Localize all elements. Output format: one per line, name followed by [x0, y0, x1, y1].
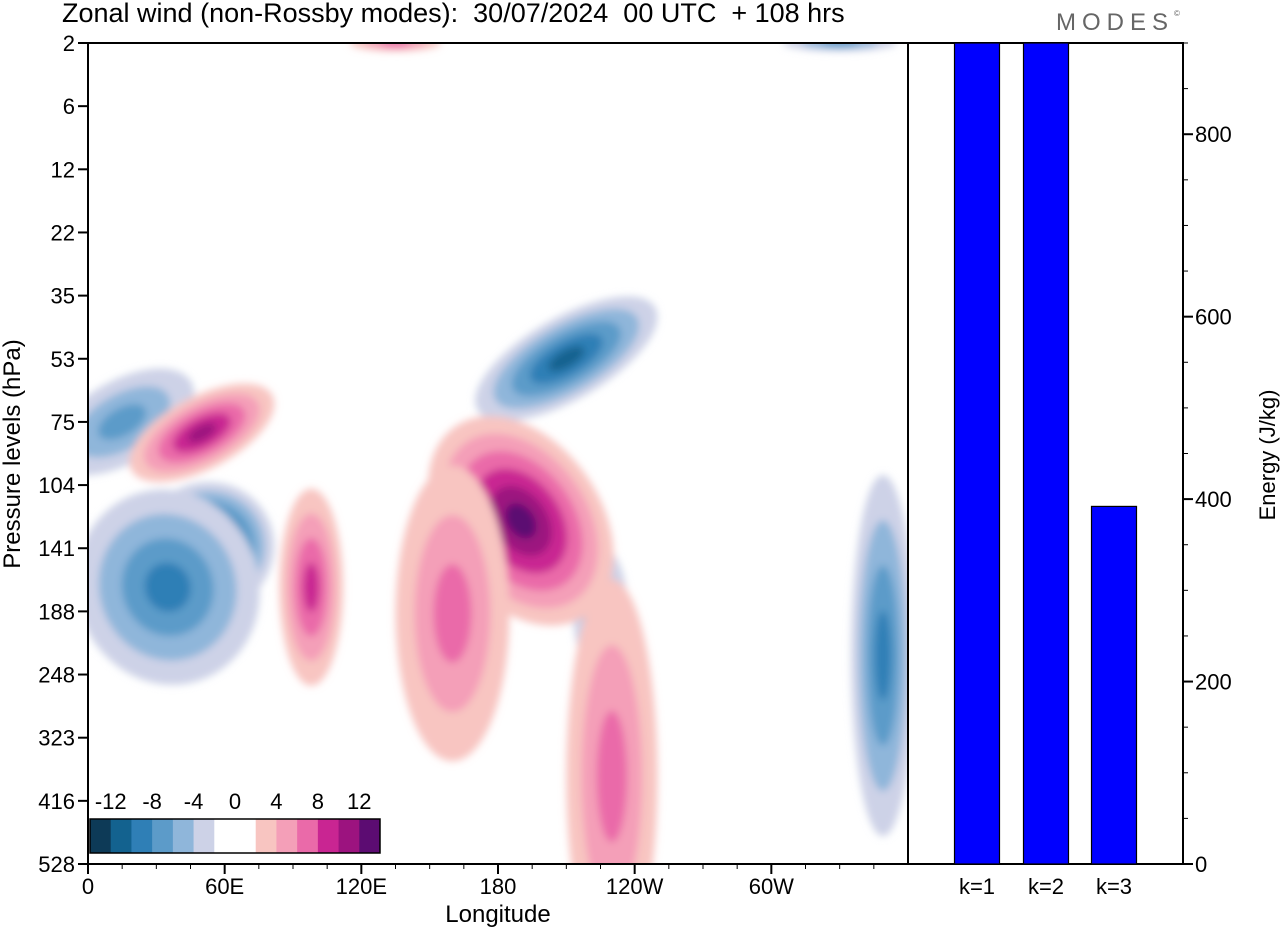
- y-tick-label: 528: [38, 852, 75, 877]
- y-tick-label: 248: [38, 663, 75, 688]
- y-tick-label: 188: [38, 599, 75, 624]
- contour-level: [596, 710, 628, 843]
- y-tick-label: 416: [38, 789, 75, 814]
- colorbar-tick-label: -8: [142, 789, 162, 814]
- colorbar-swatch: [255, 819, 277, 853]
- colorbar-tick-label: 8: [312, 789, 324, 814]
- y-tick-label: 75: [51, 410, 75, 435]
- colorbar-swatch: [172, 819, 195, 853]
- wind-feature-negative-2: [88, 368, 195, 476]
- energy-y-axis: 0 200 400 600 800: [1183, 42, 1232, 877]
- x-tick-label: 0: [82, 874, 94, 899]
- brand-text: MODES: [1056, 9, 1175, 36]
- y-tick-label: 323: [38, 726, 75, 751]
- colorbar-tick-label: -12: [95, 789, 127, 814]
- brand-mark: ©: [1174, 9, 1180, 18]
- wind-feature-negative-12: [782, 43, 897, 52]
- contour-level: [144, 562, 191, 612]
- heatmap-x-axis: 0 60E 120E 180 120W 60W: [82, 864, 875, 899]
- energy-tick-label: 600: [1195, 305, 1232, 330]
- wind-feature-positive-8: [279, 488, 344, 686]
- colorbar-swatch: [193, 819, 215, 853]
- energy-tick-label: 0: [1195, 852, 1207, 877]
- colorbar-swatch: [235, 819, 257, 853]
- colorbar-tick-label: -4: [184, 789, 204, 814]
- x-axis-label: Longitude: [445, 901, 550, 928]
- energy-category-label: k=3: [1096, 874, 1132, 899]
- brand-logo: MODES©: [1056, 9, 1180, 37]
- y-tick-label: 104: [38, 473, 75, 498]
- colorbar-swatch: [276, 819, 298, 853]
- wind-feature-negative-5: [851, 475, 908, 837]
- energy-axis-label: Energy (J/kg): [1255, 390, 1280, 521]
- colorbar-swatch: [90, 819, 112, 853]
- x-tick-label: 120W: [606, 874, 664, 899]
- y-tick-label: 22: [51, 220, 75, 245]
- y-tick-label: 12: [51, 157, 75, 182]
- y-tick-label: 35: [51, 284, 75, 309]
- colorbar-swatch: [338, 819, 360, 853]
- y-tick-label: 53: [51, 347, 75, 372]
- contour-level: [187, 422, 217, 443]
- colorbar-swatch: [110, 819, 132, 853]
- y-tick-label: 141: [38, 536, 75, 561]
- energy-tick-label: 800: [1195, 122, 1232, 147]
- colorbar-tick-label: 4: [270, 789, 282, 814]
- x-tick-label: 180: [480, 874, 517, 899]
- colorbar-swatch: [297, 819, 319, 853]
- contour-layers: [88, 43, 908, 864]
- y-axis-label: Pressure levels (hPa): [0, 339, 26, 568]
- energy-bars: k=1 k=2 k=3: [953, 42, 1138, 899]
- colorbar-tick-label: 0: [229, 789, 241, 814]
- contour-level: [874, 610, 891, 701]
- wind-feature-negative-1: [88, 489, 260, 685]
- contour-level: [548, 346, 585, 372]
- colorbar-swatch: [152, 819, 174, 853]
- colorbar-swatch: [359, 819, 381, 853]
- energy-category-label: k=1: [959, 874, 995, 899]
- y-tick-label: 2: [63, 31, 75, 56]
- colorbar-swatch: [214, 819, 236, 853]
- colorbar-tick-label: 12: [347, 789, 371, 814]
- x-tick-label: 120E: [336, 874, 387, 899]
- contour-level: [303, 562, 320, 612]
- colorbar-frame: [89, 818, 381, 854]
- energy-bar-k=3: [1090, 505, 1138, 865]
- contour-level: [433, 564, 472, 663]
- energy-tick-label: 200: [1195, 670, 1232, 695]
- wind-feature-negative-3: [475, 296, 658, 422]
- energy-tick-label: 400: [1195, 487, 1232, 512]
- energy-category-label: k=2: [1028, 874, 1064, 899]
- y-tick-label: 6: [63, 94, 75, 119]
- heatmap-field: [88, 43, 908, 864]
- contour-level: [98, 404, 147, 440]
- x-tick-label: 60W: [749, 874, 794, 899]
- x-tick-label: 60E: [205, 874, 244, 899]
- colorbar-swatch: [131, 819, 153, 853]
- colorbar-swatch: [317, 819, 340, 853]
- heatmap-y-axis: 2 6 12 22 35 53 75 104 141 188 248 323 416 528: [38, 31, 88, 877]
- wind-feature-positive-10: [566, 579, 658, 864]
- wind-feature-positive-6: [129, 383, 275, 482]
- wind-feature-positive-9: [395, 465, 510, 762]
- contour-level: [505, 503, 537, 539]
- colorbar: -12 -8 -4 0 4 8 12: [89, 789, 381, 854]
- chart-title: Zonal wind (non-Rossby modes): 30/07/202…: [62, 0, 845, 28]
- energy-bar-k=1: [953, 42, 1001, 865]
- energy-bar-k=2: [1022, 42, 1070, 865]
